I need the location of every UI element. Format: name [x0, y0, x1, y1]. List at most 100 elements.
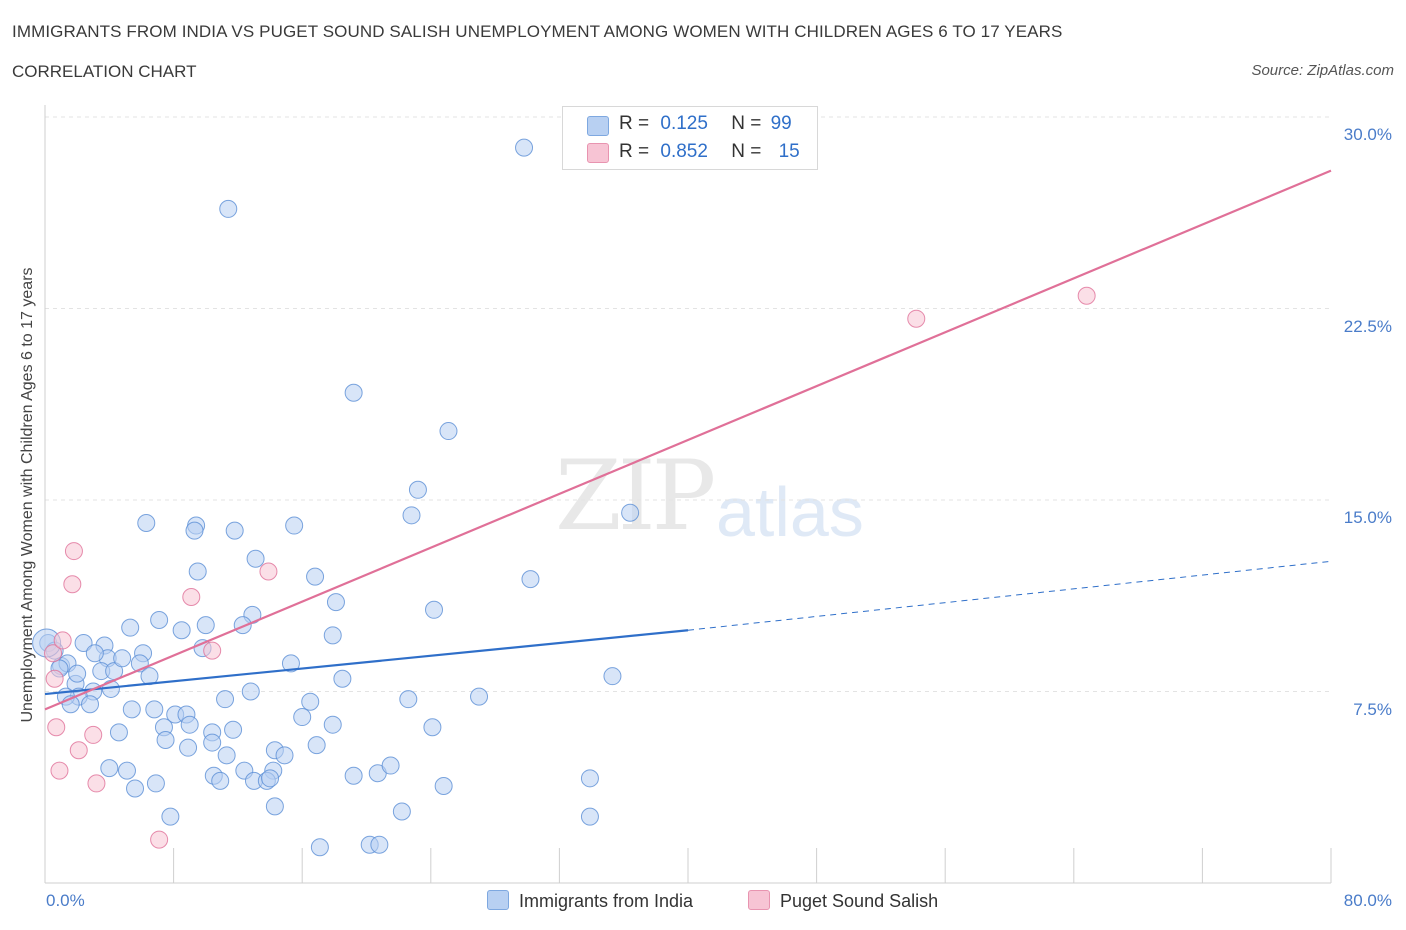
- point-india: [402, 506, 421, 525]
- point-india: [196, 616, 215, 635]
- point-india: [117, 761, 136, 780]
- point-india: [137, 513, 156, 532]
- point-india: [425, 600, 444, 619]
- y-axis-label: Unemployment Among Women with Children A…: [19, 267, 36, 723]
- point-india: [85, 644, 104, 663]
- point-india: [109, 723, 128, 742]
- point-india: [434, 776, 453, 795]
- stats-swatch-salish: [587, 143, 609, 163]
- point-india: [333, 669, 352, 688]
- point-india: [146, 774, 165, 793]
- point-india: [293, 708, 312, 727]
- n-label: N =: [731, 141, 762, 162]
- point-india: [161, 807, 180, 826]
- legend-label-salish: Puget Sound Salish: [780, 891, 939, 911]
- point-india: [216, 690, 235, 709]
- point-salish: [53, 631, 72, 650]
- point-india: [121, 618, 140, 637]
- y-tick-label: 7.5%: [1353, 699, 1392, 719]
- point-india: [470, 687, 489, 706]
- point-india: [301, 692, 320, 711]
- point-india: [224, 720, 243, 739]
- x-tick-label-min: 0.0%: [46, 891, 85, 910]
- legend-label-india: Immigrants from India: [519, 891, 694, 911]
- point-india: [145, 700, 164, 719]
- point-india: [285, 516, 304, 535]
- point-india: [370, 835, 389, 854]
- n-value: 99: [770, 113, 792, 134]
- point-india: [326, 593, 345, 612]
- point-india: [219, 199, 238, 218]
- point-india: [100, 759, 119, 778]
- point-salish: [87, 774, 106, 793]
- point-india: [621, 503, 640, 522]
- point-india: [188, 562, 207, 581]
- point-india: [307, 736, 326, 755]
- point-india: [126, 779, 145, 798]
- stats-row-salish: R = 0.852 N = 15: [619, 141, 800, 165]
- point-salish: [259, 562, 278, 581]
- point-india: [580, 769, 599, 788]
- point-india: [423, 718, 442, 737]
- point-india: [381, 756, 400, 775]
- r-value: 0.852: [660, 141, 708, 162]
- point-india: [399, 690, 418, 709]
- point-salish: [84, 725, 103, 744]
- stats-swatch-india: [587, 116, 609, 136]
- grid-lines: [45, 116, 1331, 692]
- point-india: [323, 626, 342, 645]
- point-india: [81, 695, 100, 714]
- n-label: N =: [731, 113, 762, 134]
- point-india: [113, 649, 132, 668]
- trend-line-india: [44, 629, 689, 696]
- y-tick-label: 30.0%: [1343, 125, 1392, 144]
- point-india: [392, 802, 411, 821]
- legend-item-india[interactable]: Immigrants from India: [487, 890, 693, 912]
- point-india: [217, 746, 236, 765]
- series-salish-points: [44, 286, 1096, 849]
- stats-box: R = 0.125 N = 99 R = 0.852 N = 15: [562, 106, 818, 170]
- point-salish: [45, 669, 64, 688]
- point-salish: [50, 761, 69, 780]
- point-salish: [44, 644, 63, 663]
- point-salish: [182, 588, 201, 607]
- point-india: [203, 733, 222, 752]
- point-salish: [47, 718, 66, 737]
- point-india: [344, 383, 363, 402]
- legend-item-salish[interactable]: Puget Sound Salish: [748, 890, 938, 912]
- point-salish: [203, 641, 222, 660]
- point-india: [241, 682, 260, 701]
- point-india: [310, 838, 329, 857]
- stats-row-india: R = 0.125 N = 99: [619, 113, 792, 137]
- trend-line-salish: [44, 169, 1332, 711]
- chart-title: IMMIGRANTS FROM INDIA VS PUGET SOUND SAL…: [12, 22, 1063, 41]
- point-india: [180, 715, 199, 734]
- point-india: [156, 731, 175, 750]
- x-tick-label-max: 80.0%: [1343, 891, 1392, 910]
- legend-swatch-india: [487, 890, 509, 910]
- trend-line-india-extension: [687, 560, 1332, 631]
- point-salish: [64, 542, 83, 561]
- point-india: [580, 807, 599, 826]
- point-india: [261, 769, 280, 788]
- point-india: [179, 738, 198, 757]
- point-india: [265, 797, 284, 816]
- legend-swatch-salish: [748, 890, 770, 910]
- r-value: 0.125: [660, 113, 708, 134]
- point-india: [122, 700, 141, 719]
- point-india: [521, 570, 540, 589]
- point-india: [185, 521, 204, 540]
- point-salish: [69, 741, 88, 760]
- series-india-points: [32, 138, 640, 857]
- point-india: [172, 621, 191, 640]
- point-india: [344, 766, 363, 785]
- point-india: [408, 480, 427, 499]
- point-salish: [1077, 286, 1096, 305]
- chart-subtitle: CORRELATION CHART: [12, 62, 197, 81]
- point-salish: [150, 830, 169, 849]
- point-india: [306, 567, 325, 586]
- point-india: [439, 422, 458, 441]
- point-india: [515, 138, 534, 157]
- r-label: R =: [619, 113, 650, 134]
